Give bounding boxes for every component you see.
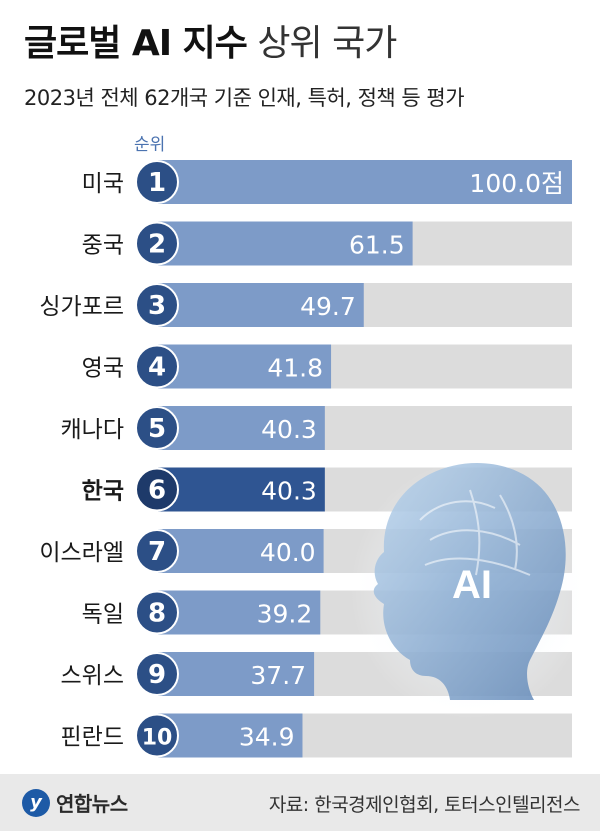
- value-label: 34.9: [239, 723, 295, 752]
- value-label: 40.3: [261, 477, 317, 506]
- rank-label: 5: [148, 414, 166, 444]
- title-light: 상위 국가: [257, 23, 397, 64]
- bar: [158, 160, 572, 204]
- category-label: 캐나다: [61, 417, 124, 443]
- rank-badge: [135, 160, 179, 204]
- category-label: 한국: [82, 479, 124, 505]
- rank-label: 6: [148, 476, 166, 506]
- head-silhouette: [373, 462, 566, 700]
- category-label: 영국: [82, 356, 124, 382]
- rank-label: 7: [148, 537, 166, 567]
- rank-label: 1: [148, 168, 166, 198]
- bar: [158, 406, 325, 450]
- value-label: 40.0: [260, 538, 316, 567]
- title-bold: 글로벌 AI 지수: [24, 23, 248, 64]
- rank-label: 8: [148, 599, 166, 629]
- category-label: 이스라엘: [39, 540, 124, 566]
- rank-label: 2: [148, 230, 166, 260]
- ai-label: AI: [452, 563, 492, 607]
- category-label: 미국: [82, 171, 124, 197]
- category-label: 독일: [82, 602, 124, 628]
- rank-label: 10: [142, 726, 173, 751]
- value-label: 49.7: [300, 292, 356, 321]
- bar: [158, 529, 324, 573]
- bar: [158, 590, 321, 635]
- rank-badge: [135, 652, 179, 696]
- value-label: 100.0점: [469, 169, 564, 198]
- rank-label: 3: [148, 291, 166, 321]
- rank-column-header: 순위: [134, 135, 166, 155]
- rank-badge: [135, 529, 179, 573]
- bar: [158, 221, 413, 266]
- value-label: 61.5: [349, 231, 405, 260]
- footer: y 연합뉴스 자료: 한국경제인협회, 토터스인텔리전스: [0, 774, 600, 831]
- rank-badge: [135, 590, 179, 635]
- rank-badge: [135, 221, 179, 266]
- rank-label: 9: [148, 660, 166, 690]
- category-label: 싱가포르: [39, 294, 124, 320]
- bar: [158, 713, 303, 758]
- bar: [158, 467, 325, 512]
- chart-subtitle: 2023년 전체 62개국 기준 인재, 특허, 정책 등 평가: [24, 86, 465, 110]
- category-label: 스위스: [61, 663, 124, 689]
- brain-lines: [419, 489, 531, 576]
- ai-brain-head-icon: AI: [350, 460, 590, 720]
- value-label: 40.3: [261, 415, 317, 444]
- category-label: 핀란드: [61, 725, 124, 751]
- value-label: 41.8: [267, 354, 323, 383]
- rank-badge: [135, 344, 179, 389]
- rank-badge: [135, 713, 179, 758]
- rank-label: 4: [148, 353, 166, 383]
- category-label: 중국: [82, 233, 124, 259]
- rank-badge: [135, 283, 179, 327]
- rank-badge: [135, 406, 179, 450]
- logo-mark-icon: y: [22, 788, 50, 817]
- source-note: 자료: 한국경제인협회, 토터스인텔리전스: [268, 794, 581, 816]
- rank-badge: [135, 467, 179, 512]
- logo-text: 연합뉴스: [56, 792, 128, 816]
- value-label: 39.2: [257, 600, 313, 629]
- bar-series: 1 미국 100.0점 2 중국 61.5 3 싱가포르 49.7 4 영국 41.8 5 캐나다 40.3…: [39, 160, 572, 758]
- bar: [158, 652, 315, 696]
- yonhap-logo: y 연합뉴스: [22, 788, 128, 817]
- bar: [158, 344, 332, 389]
- bar: [158, 283, 364, 327]
- chart-title: 글로벌 AI 지수 상위 국가: [24, 14, 397, 66]
- value-label: 37.7: [250, 661, 306, 690]
